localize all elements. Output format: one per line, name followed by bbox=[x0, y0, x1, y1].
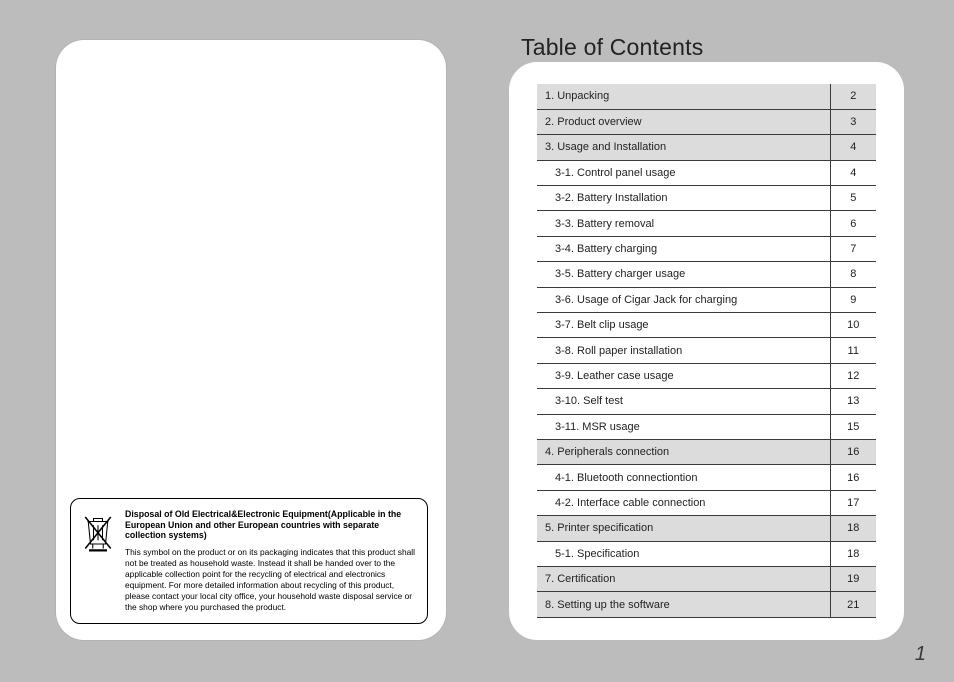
toc-label: 3-6. Usage of Cigar Jack for charging bbox=[537, 287, 830, 312]
toc-page: 10 bbox=[830, 313, 876, 338]
toc-label: 8. Setting up the software bbox=[537, 592, 830, 617]
toc-label: 7. Certification bbox=[537, 566, 830, 591]
left-card: Disposal of Old Electrical&Electronic Eq… bbox=[56, 40, 446, 640]
disposal-notice: Disposal of Old Electrical&Electronic Eq… bbox=[70, 498, 428, 624]
toc-row: 5-1. Specification18 bbox=[537, 541, 876, 566]
toc-label: 3-3. Battery removal bbox=[537, 211, 830, 236]
toc-label: 3-9. Leather case usage bbox=[537, 363, 830, 388]
toc-label: 5. Printer specification bbox=[537, 516, 830, 541]
toc-page: 18 bbox=[830, 541, 876, 566]
toc-page: 3 bbox=[830, 109, 876, 134]
toc-row: 4. Peripherals connection16 bbox=[537, 439, 876, 464]
toc-row: 3. Usage and Installation4 bbox=[537, 135, 876, 160]
toc-row: 3-6. Usage of Cigar Jack for charging9 bbox=[537, 287, 876, 312]
toc-page: 12 bbox=[830, 363, 876, 388]
toc-label: 3-5. Battery charger usage bbox=[537, 262, 830, 287]
toc-page: 17 bbox=[830, 490, 876, 515]
toc-row: 3-7. Belt clip usage10 bbox=[537, 313, 876, 338]
page-number: 1 bbox=[915, 643, 926, 666]
toc-label: 3-8. Roll paper installation bbox=[537, 338, 830, 363]
toc-row: 3-2. Battery Installation5 bbox=[537, 186, 876, 211]
right-card: 1. Unpacking22. Product overview33. Usag… bbox=[509, 62, 904, 640]
toc-label: 3-7. Belt clip usage bbox=[537, 313, 830, 338]
toc-page: 6 bbox=[830, 211, 876, 236]
toc-label: 1. Unpacking bbox=[537, 84, 830, 109]
toc-page: 15 bbox=[830, 414, 876, 439]
toc-label: 4-1. Bluetooth connectiontion bbox=[537, 465, 830, 490]
toc-row: 3-3. Battery removal6 bbox=[537, 211, 876, 236]
toc-label: 4-2. Interface cable connection bbox=[537, 490, 830, 515]
left-page: Disposal of Old Electrical&Electronic Eq… bbox=[0, 0, 477, 682]
toc-page: 5 bbox=[830, 186, 876, 211]
toc-row: 4-2. Interface cable connection17 bbox=[537, 490, 876, 515]
toc-row: 3-4. Battery charging7 bbox=[537, 236, 876, 261]
toc-page: 4 bbox=[830, 135, 876, 160]
toc-page: 16 bbox=[830, 465, 876, 490]
toc-row: 5. Printer specification18 bbox=[537, 516, 876, 541]
toc-body: 1. Unpacking22. Product overview33. Usag… bbox=[537, 84, 876, 617]
toc-page: 11 bbox=[830, 338, 876, 363]
toc-page: 4 bbox=[830, 160, 876, 185]
toc-label: 3-1. Control panel usage bbox=[537, 160, 830, 185]
toc-row: 3-11. MSR usage15 bbox=[537, 414, 876, 439]
toc-label: 4. Peripherals connection bbox=[537, 439, 830, 464]
toc-row: 1. Unpacking2 bbox=[537, 84, 876, 109]
toc-title: Table of Contents bbox=[521, 34, 703, 61]
toc-label: 2. Product overview bbox=[537, 109, 830, 134]
toc-row: 3-8. Roll paper installation11 bbox=[537, 338, 876, 363]
toc-row: 3-5. Battery charger usage8 bbox=[537, 262, 876, 287]
toc-row: 2. Product overview3 bbox=[537, 109, 876, 134]
disposal-heading: Disposal of Old Electrical&Electronic Eq… bbox=[125, 509, 417, 542]
toc-page: 19 bbox=[830, 566, 876, 591]
disposal-body: This symbol on the product or on its pac… bbox=[125, 547, 417, 613]
toc-row: 4-1. Bluetooth connectiontion16 bbox=[537, 465, 876, 490]
toc-row: 3-9. Leather case usage12 bbox=[537, 363, 876, 388]
toc-label: 3-2. Battery Installation bbox=[537, 186, 830, 211]
toc-table: 1. Unpacking22. Product overview33. Usag… bbox=[537, 84, 876, 618]
toc-page: 2 bbox=[830, 84, 876, 109]
toc-page: 21 bbox=[830, 592, 876, 617]
toc-row: 7. Certification19 bbox=[537, 566, 876, 591]
toc-label: 5-1. Specification bbox=[537, 541, 830, 566]
toc-page: 9 bbox=[830, 287, 876, 312]
toc-page: 13 bbox=[830, 389, 876, 414]
toc-page: 7 bbox=[830, 236, 876, 261]
weee-crossed-bin-icon bbox=[81, 509, 115, 613]
toc-row: 3-10. Self test13 bbox=[537, 389, 876, 414]
toc-label: 3. Usage and Installation bbox=[537, 135, 830, 160]
toc-page: 18 bbox=[830, 516, 876, 541]
toc-label: 3-10. Self test bbox=[537, 389, 830, 414]
toc-label: 3-11. MSR usage bbox=[537, 414, 830, 439]
toc-page: 16 bbox=[830, 439, 876, 464]
toc-row: 3-1. Control panel usage4 bbox=[537, 160, 876, 185]
toc-row: 8. Setting up the software21 bbox=[537, 592, 876, 617]
toc-label: 3-4. Battery charging bbox=[537, 236, 830, 261]
right-page: Table of Contents 1. Unpacking22. Produc… bbox=[477, 0, 954, 682]
toc-page: 8 bbox=[830, 262, 876, 287]
page-spread: Disposal of Old Electrical&Electronic Eq… bbox=[0, 0, 954, 682]
disposal-text: Disposal of Old Electrical&Electronic Eq… bbox=[125, 509, 417, 613]
